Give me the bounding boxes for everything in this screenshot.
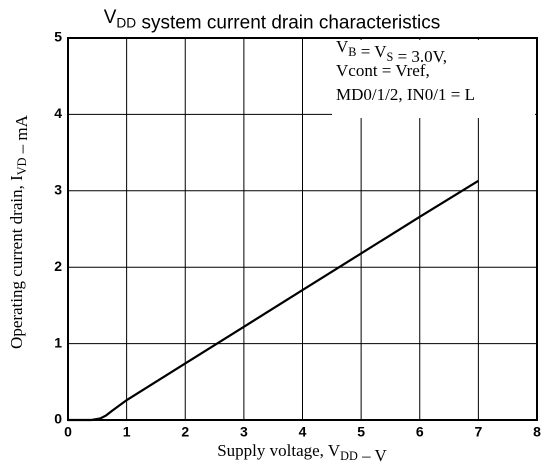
text-part: – mA	[12, 114, 31, 157]
data-line	[68, 179, 479, 422]
annotation-line: VB = VS = 3.0V,	[336, 37, 447, 66]
text-part: = 3.0V,	[393, 47, 447, 66]
annotation-line: MD0/1/2, IN0/1 = L	[336, 85, 475, 104]
y-tick-label: 5	[54, 29, 62, 45]
x-tick-label: 5	[357, 424, 365, 440]
chart-title: VDD system current drain characteristics	[104, 7, 441, 34]
y-axis-label: Operating current drain, IVD – mA	[7, 114, 31, 349]
y-tick-label: 3	[54, 182, 62, 198]
x-tick-label: 4	[299, 424, 307, 440]
x-axis-label: Supply voltage, VDD – V	[217, 441, 387, 465]
x-tick-label: 2	[181, 424, 189, 440]
text-part: = V	[356, 42, 387, 61]
text-part: V	[336, 37, 349, 56]
y-tick-label: 2	[54, 258, 62, 274]
x-tick-label: 6	[416, 424, 424, 440]
plot-frame	[67, 37, 538, 421]
annotation-box	[332, 40, 535, 118]
y-tick-label: 0	[54, 411, 62, 427]
text-part: Supply voltage, V	[217, 441, 341, 460]
subscript: VD	[15, 157, 29, 175]
subscript: DD	[116, 15, 136, 30]
subscript: B	[348, 45, 356, 59]
text-part: system current drain characteristics	[136, 13, 440, 34]
text-part: – V	[358, 446, 388, 465]
text-part: Operating current drain, I	[7, 175, 26, 349]
x-tick-label: 3	[240, 424, 248, 440]
text-part: V	[104, 7, 117, 28]
annotation-line: Vcont = Vref,	[336, 61, 430, 80]
x-tick-label: 0	[64, 424, 72, 440]
x-tick-label: 7	[474, 424, 482, 440]
x-tick-label: 1	[123, 424, 131, 440]
text-part: MD0/1/2, IN0/1 = L	[336, 85, 475, 104]
subscript: DD	[340, 449, 358, 463]
y-tick-label: 4	[54, 105, 62, 121]
subscript: S	[387, 50, 394, 64]
y-tick-label: 1	[54, 334, 62, 350]
x-tick-label: 8	[533, 424, 541, 440]
text-part: Vcont = Vref,	[336, 61, 430, 80]
